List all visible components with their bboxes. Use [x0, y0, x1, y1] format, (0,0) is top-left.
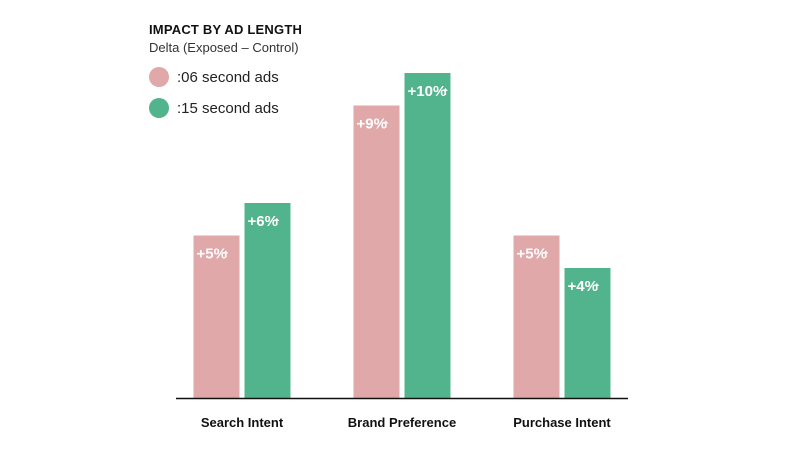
bar-1-brand-preference: [353, 105, 400, 398]
legend-swatch-series-1: [149, 67, 169, 87]
data-label-1-purchase-intent: +5%: [517, 246, 547, 263]
data-label-1-brand-preference: +9%: [357, 116, 387, 133]
data-label-1-search-intent: +5%: [197, 246, 227, 263]
data-label-2-brand-preference: +10%: [408, 83, 447, 100]
bar-2-search-intent: [244, 203, 291, 398]
data-label-2-search-intent: +6%: [248, 213, 278, 230]
up-arrow-icon: [383, 120, 389, 128]
category-label-purchase-intent: Purchase Intent: [513, 415, 611, 430]
up-arrow-icon: [223, 250, 229, 258]
legend-swatch-series-2: [149, 98, 169, 118]
legend-item-series-2: :15 second ads: [149, 98, 279, 118]
bar-2-brand-preference: [404, 73, 451, 398]
data-label-2-purchase-intent: +4%: [568, 278, 598, 295]
legend-label-series-1: :06 second ads: [177, 68, 279, 86]
up-arrow-icon: [274, 218, 280, 225]
bar-2-purchase-intent: [564, 268, 611, 398]
chart-subtitle: Delta (Exposed – Control): [149, 40, 299, 55]
legend-item-series-1: :06 second ads: [149, 67, 279, 87]
legend-label-series-2: :15 second ads: [177, 99, 279, 117]
bar-1-purchase-intent: [513, 235, 560, 398]
category-label-search-intent: Search Intent: [201, 415, 284, 430]
up-arrow-icon: [442, 88, 448, 95]
bar-1-search-intent: [193, 235, 240, 398]
chart-title: IMPACT BY AD LENGTH: [149, 22, 303, 37]
up-arrow-icon: [543, 250, 549, 258]
category-label-brand-preference: Brand Preference: [348, 415, 456, 430]
up-arrow-icon: [594, 283, 600, 290]
